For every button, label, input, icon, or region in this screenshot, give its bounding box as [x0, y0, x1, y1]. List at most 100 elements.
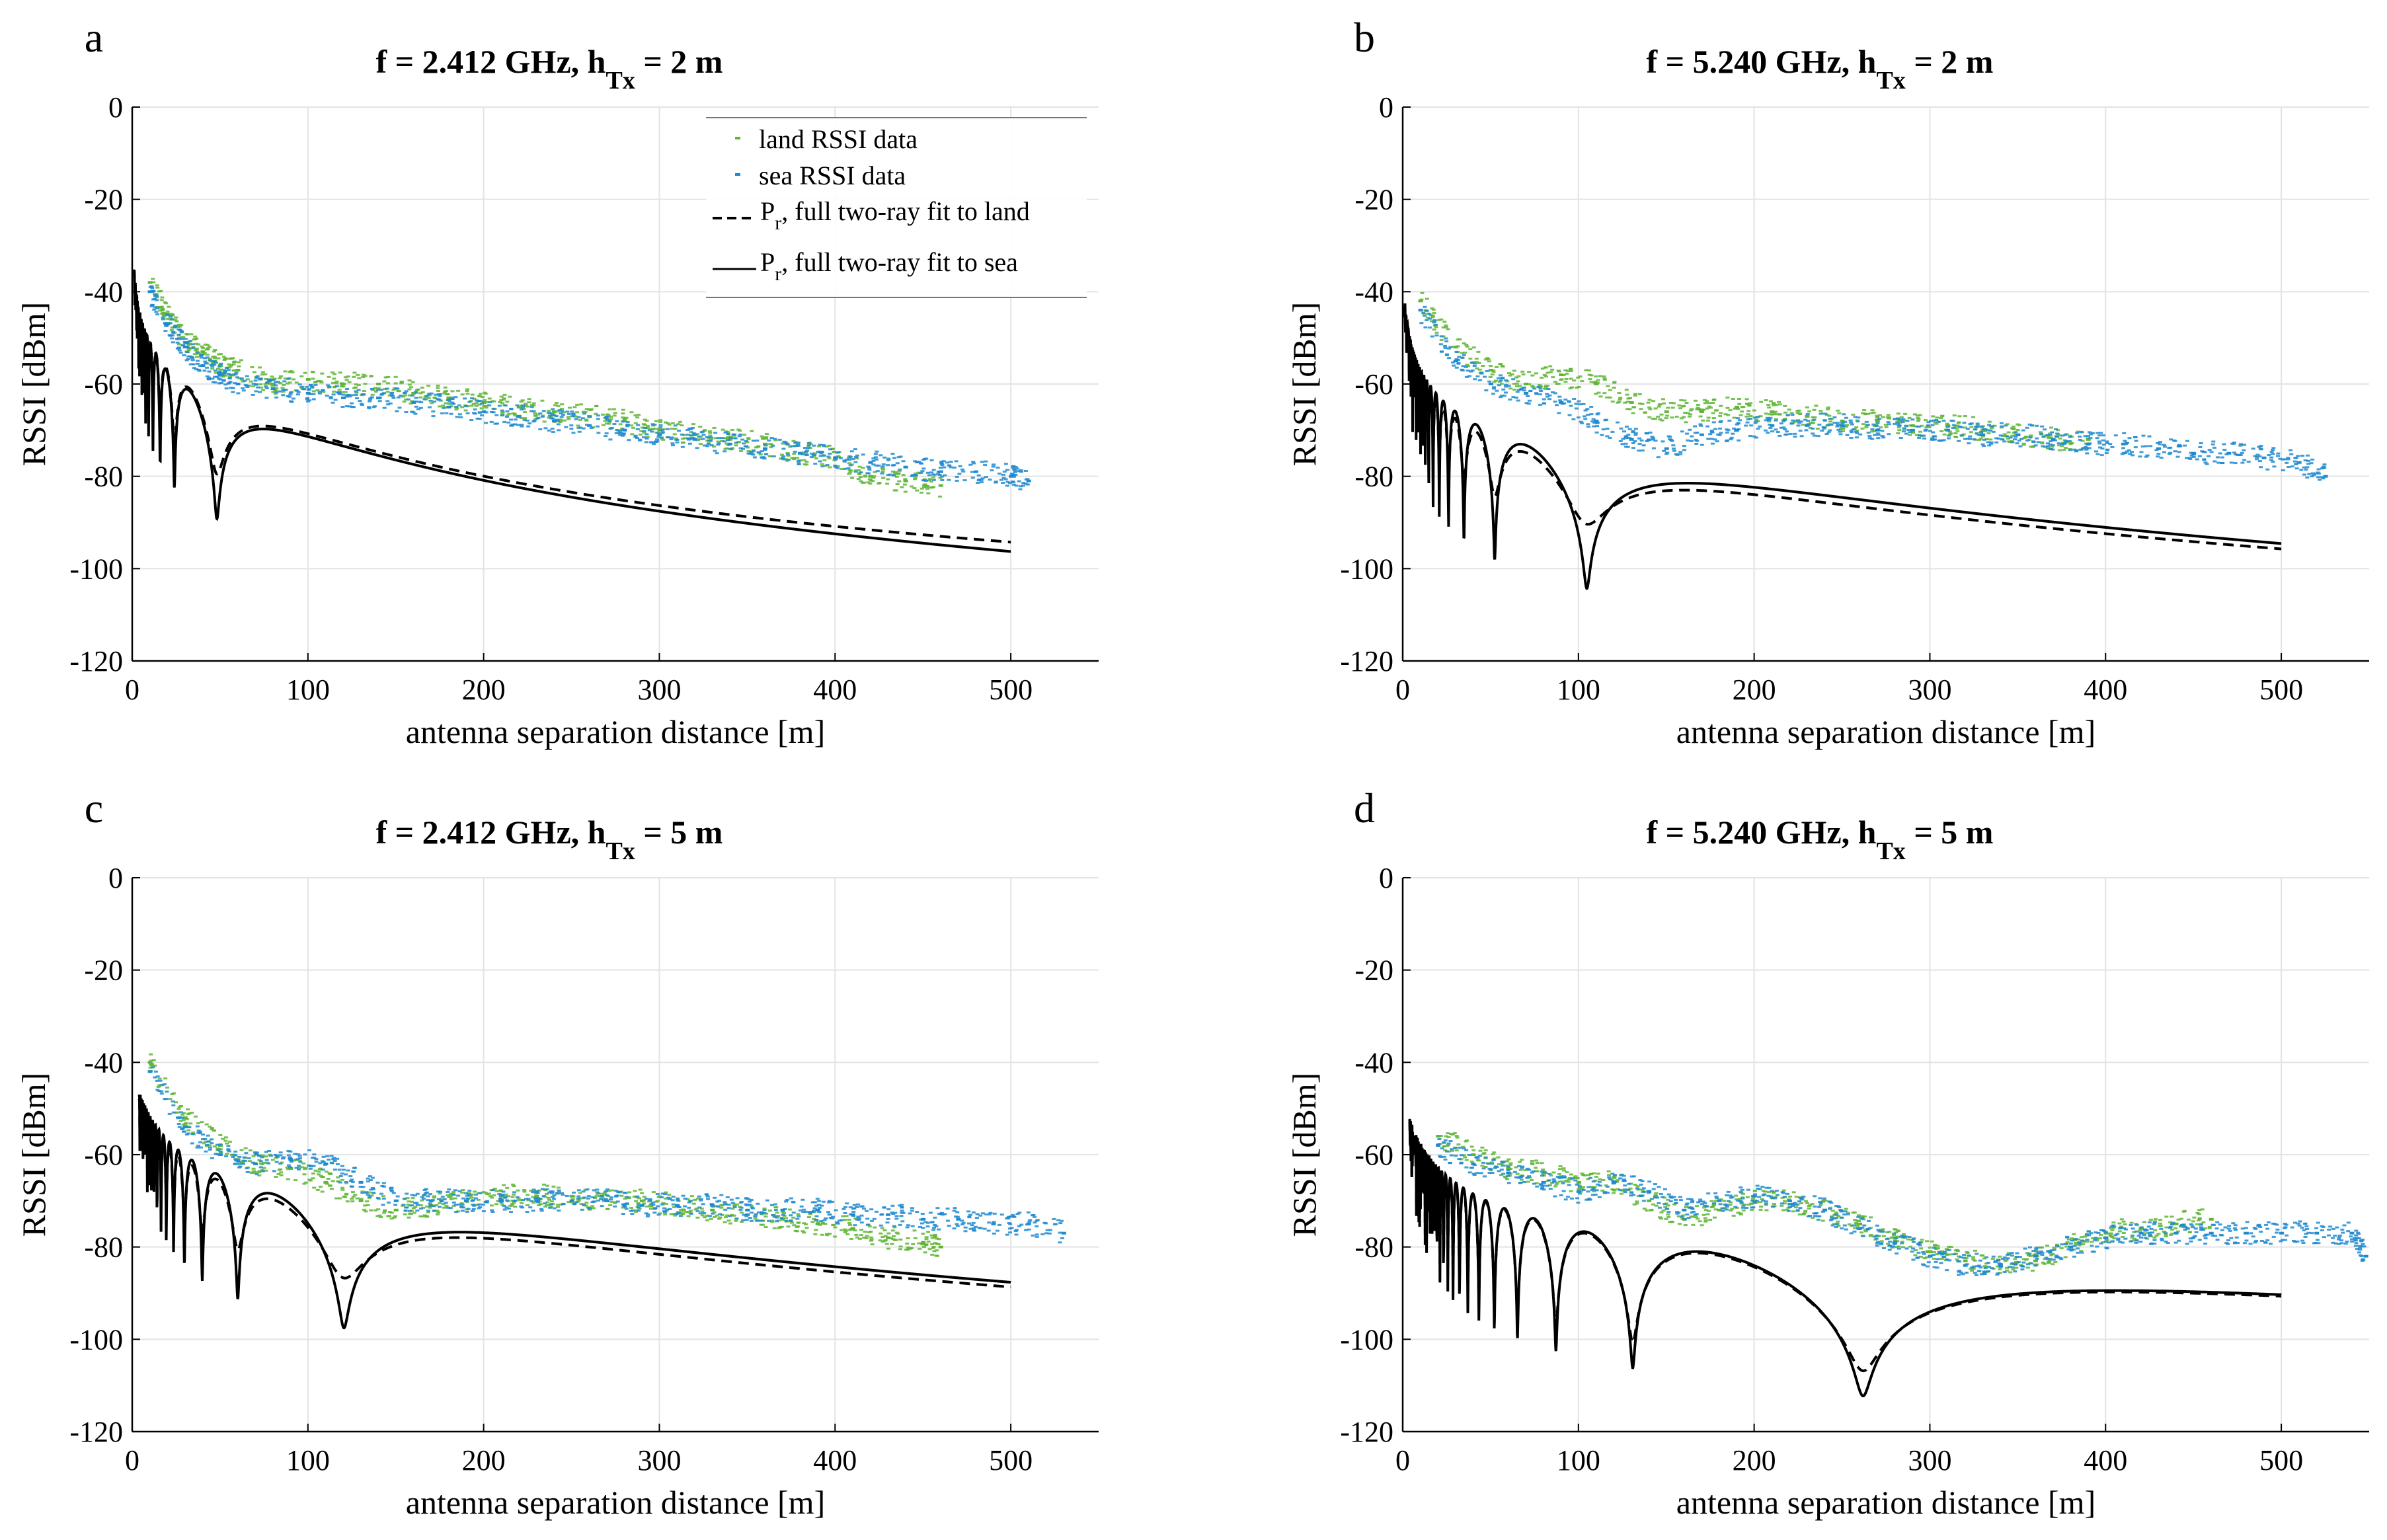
- sea-rssi-point: [1005, 469, 1010, 471]
- land-rssi-point: [1725, 397, 1730, 399]
- sea-rssi-point: [781, 447, 786, 450]
- sea-rssi-point: [1419, 322, 1424, 325]
- sea-rssi-point: [205, 375, 210, 378]
- sea-rssi-point: [723, 1203, 728, 1206]
- sea-rssi-point: [1670, 440, 1674, 442]
- sea-rssi-point: [962, 479, 967, 482]
- land-rssi-point: [700, 1210, 705, 1213]
- land-rssi-point: [175, 325, 180, 327]
- land-rssi-point: [1625, 408, 1630, 410]
- sea-rssi-point: [1682, 449, 1687, 451]
- sea-rssi-point: [480, 403, 485, 405]
- sea-rssi-point: [937, 1212, 942, 1215]
- land-rssi-point: [689, 431, 693, 434]
- land-rssi-point: [872, 475, 877, 478]
- land-rssi-point: [1558, 1180, 1563, 1182]
- land-rssi-point: [931, 476, 935, 479]
- sea-rssi-point: [413, 391, 418, 393]
- sea-rssi-point: [1848, 419, 1853, 422]
- sea-rssi-point: [2176, 445, 2181, 447]
- sea-rssi-point: [1499, 379, 1503, 382]
- sea-rssi-point: [669, 438, 674, 440]
- sea-rssi-point: [2108, 443, 2113, 445]
- land-rssi-point: [1746, 404, 1751, 406]
- land-rssi-point: [638, 1188, 643, 1191]
- land-rssi-point: [1886, 414, 1891, 416]
- sea-rssi-point: [190, 343, 195, 346]
- sea-rssi-point: [449, 412, 453, 415]
- sea-rssi-point: [538, 1198, 543, 1200]
- sea-rssi-point: [1574, 403, 1579, 405]
- land-rssi-point: [841, 1215, 845, 1217]
- legend-sea-marker: [735, 173, 740, 176]
- sea-rssi-point: [1023, 469, 1028, 472]
- sea-rssi-point: [826, 1211, 831, 1213]
- sea-rssi-point: [920, 1212, 925, 1215]
- land-rssi-point: [1535, 1161, 1540, 1164]
- land-rssi-point: [613, 1202, 617, 1204]
- land-rssi-point: [483, 404, 488, 407]
- sea-rssi-point: [223, 369, 227, 372]
- y-tick-label: -60: [1354, 368, 1393, 401]
- land-rssi-point: [397, 390, 401, 393]
- sea-rssi-point: [1503, 391, 1508, 394]
- sea-rssi-point: [621, 1213, 625, 1215]
- land-rssi-point: [186, 1129, 191, 1132]
- sea-rssi-point: [935, 1207, 940, 1210]
- land-rssi-point: [1674, 415, 1679, 418]
- sea-rssi-point: [790, 445, 795, 447]
- land-rssi-point: [609, 1200, 614, 1203]
- sea-rssi-point: [1988, 430, 1993, 432]
- land-rssi-point: [761, 438, 765, 440]
- sea-rssi-point: [892, 1225, 896, 1227]
- land-rssi-point: [519, 417, 524, 420]
- sea-rssi-point: [2296, 455, 2300, 457]
- land-rssi-point: [354, 391, 359, 394]
- sea-rssi-point: [710, 1204, 715, 1207]
- land-rssi-point: [1651, 400, 1656, 403]
- sea-rssi-point: [2097, 434, 2102, 437]
- land-rssi-point: [716, 440, 721, 443]
- sea-rssi-point: [254, 383, 258, 386]
- land-rssi-point: [612, 414, 617, 417]
- land-rssi-point: [338, 1197, 342, 1200]
- sea-rssi-point: [364, 1192, 369, 1194]
- panel-letter: c: [85, 785, 103, 831]
- sea-rssi-point: [239, 377, 244, 380]
- land-rssi-point: [1787, 408, 1791, 411]
- land-rssi-point: [1618, 397, 1623, 399]
- sea-rssi-point: [791, 1200, 795, 1203]
- land-rssi-point: [691, 423, 695, 426]
- sea-rssi-point: [925, 471, 930, 474]
- sea-rssi-point: [1526, 403, 1531, 405]
- sea-rssi-point: [1784, 433, 1789, 436]
- land-rssi-point: [1969, 426, 1974, 428]
- land-rssi-point: [1541, 1171, 1546, 1174]
- sea-rssi-point: [1678, 453, 1683, 455]
- land-rssi-point: [709, 1217, 713, 1220]
- sea-rssi-point: [886, 1213, 891, 1216]
- sea-rssi-point: [180, 1128, 184, 1130]
- land-rssi-point: [1432, 312, 1436, 315]
- sea-rssi-point: [760, 1219, 764, 1222]
- sea-rssi-point: [740, 447, 745, 450]
- land-rssi-point: [1594, 383, 1599, 385]
- sea-rssi-point: [350, 1185, 354, 1188]
- land-rssi-point: [557, 1190, 561, 1193]
- land-rssi-point: [236, 361, 241, 364]
- land-rssi-point: [1565, 1179, 1569, 1182]
- sea-rssi-point: [204, 362, 208, 365]
- sea-rssi-point: [529, 406, 534, 408]
- sea-rssi-point: [624, 1196, 629, 1198]
- sea-rssi-point: [273, 381, 278, 383]
- sea-rssi-point: [1951, 427, 1955, 430]
- land-rssi-point: [746, 449, 751, 452]
- sea-rssi-point: [1600, 434, 1604, 436]
- land-rssi-point: [1460, 352, 1465, 354]
- land-rssi-point: [606, 413, 610, 416]
- sea-rssi-point: [215, 1143, 219, 1146]
- land-rssi-point: [594, 1194, 599, 1197]
- land-rssi-point: [683, 437, 687, 440]
- land-rssi-point: [732, 1214, 736, 1217]
- land-rssi-point: [285, 1167, 290, 1169]
